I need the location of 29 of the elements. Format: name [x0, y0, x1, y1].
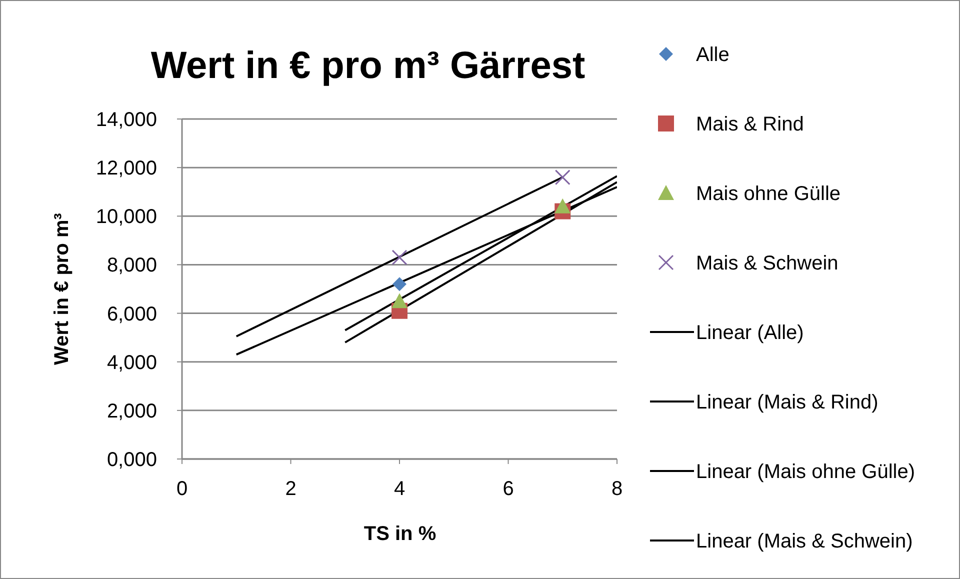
- legend-label: Linear (Mais & Rind): [696, 392, 878, 414]
- y-tick-label: 12,000: [96, 158, 157, 180]
- point: [392, 277, 406, 292]
- x-axis-title: TS in %: [364, 523, 436, 545]
- chart-title: Wert in € pro m³ Gärrest: [150, 45, 586, 87]
- x-tick-label: 8: [611, 478, 623, 500]
- y-tick-label: 0,000: [106, 449, 157, 471]
- point: [392, 293, 408, 308]
- legend-label: Mais ohne Gülle: [696, 183, 841, 205]
- point: [392, 250, 408, 266]
- y-tick-label: 10,000: [96, 206, 157, 228]
- y-axis-title: Wert in € pro m³: [51, 212, 73, 365]
- legend-label: Linear (Mais & Schwein): [696, 530, 913, 552]
- legend-label: Alle: [696, 44, 730, 66]
- point: [554, 170, 570, 186]
- x-tick-label: 6: [502, 478, 514, 500]
- y-tick-label: 2,000: [106, 400, 157, 422]
- legend-label: Linear (Alle): [696, 322, 804, 344]
- legend-label: Mais & Schwein: [696, 252, 838, 274]
- y-tick-label: 8,000: [106, 254, 157, 277]
- y-tick-label: 4,000: [106, 352, 157, 374]
- legend-label: Linear (Mais ohne Gülle): [696, 461, 915, 483]
- y-tick-label: 6,000: [106, 303, 157, 326]
- legend-label: Mais & Rind: [696, 114, 804, 136]
- y-tick-label: 14,000: [96, 109, 157, 131]
- x-tick-label: 2: [285, 478, 296, 500]
- x-tick-label: 4: [394, 478, 406, 500]
- x-tick-label: 0: [176, 478, 188, 500]
- point: [554, 198, 571, 214]
